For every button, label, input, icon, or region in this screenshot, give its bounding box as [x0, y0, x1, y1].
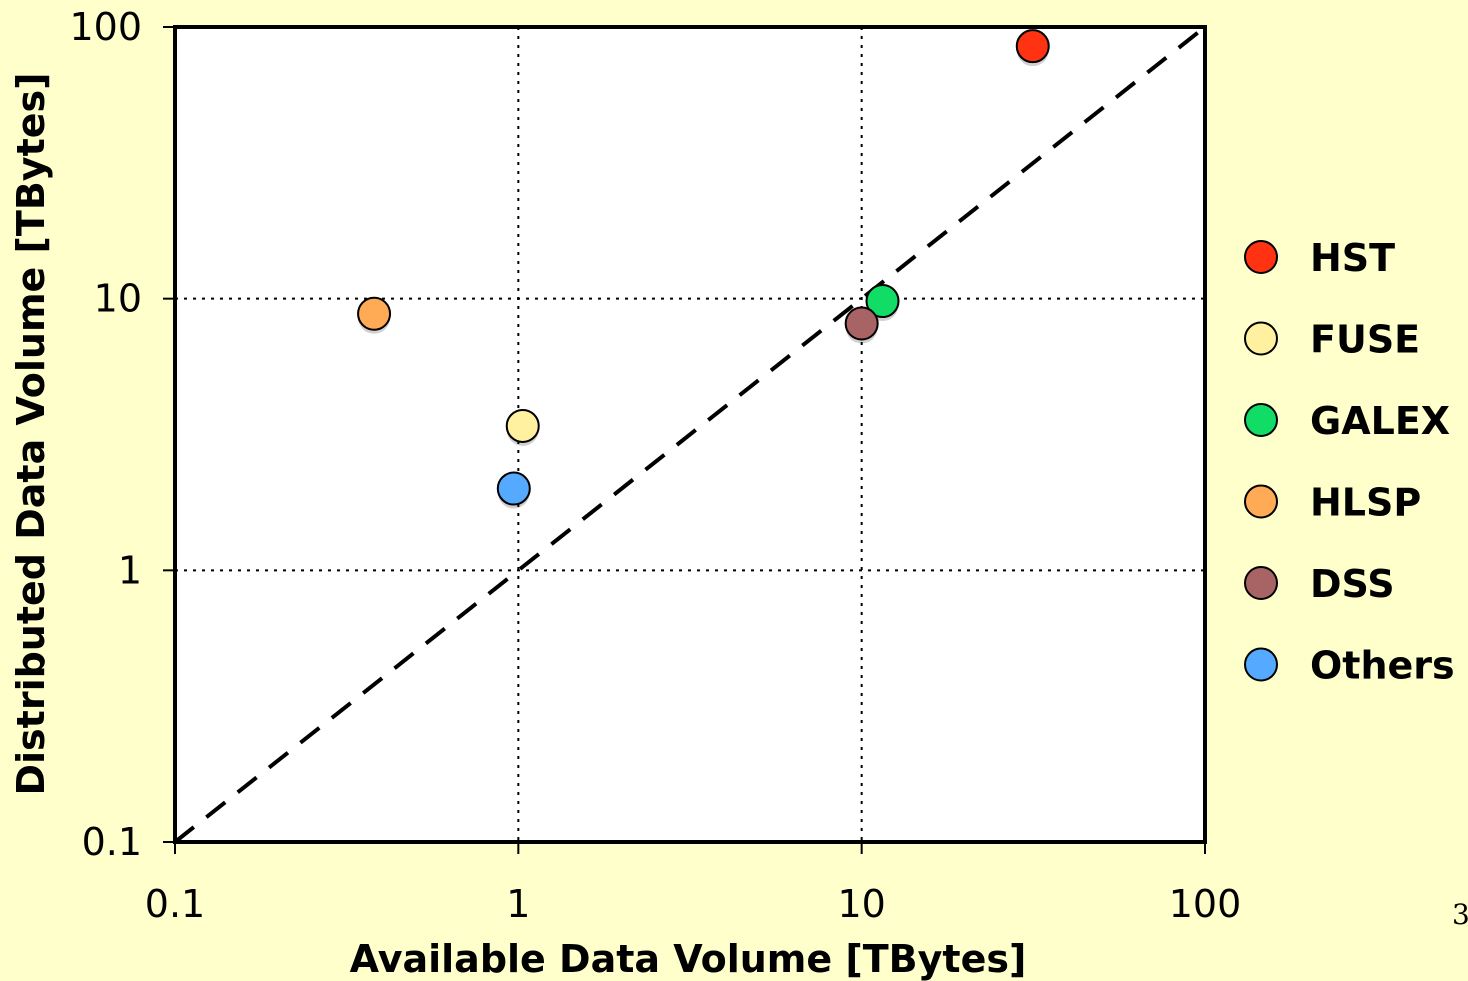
legend-marker-hst — [1244, 240, 1278, 274]
point-others-0 — [496, 471, 531, 506]
point-hlsp-0 — [357, 296, 392, 331]
legend-label-others: Others — [1310, 644, 1455, 688]
x-axis-title: Available Data Volume [TBytes] — [350, 937, 1027, 981]
x-tick-label-3: 100 — [1169, 882, 1242, 926]
legend-label-galex: GALEX — [1310, 399, 1450, 443]
legend-marker-dss — [1244, 566, 1278, 600]
legend-marker-galex — [1244, 403, 1278, 437]
legend-label-dss: DSS — [1310, 562, 1395, 606]
point-hst-0 — [1015, 29, 1050, 64]
point-dss-0 — [844, 306, 879, 341]
y-tick-label-0: 0.1 — [82, 820, 142, 864]
legend-marker-others — [1244, 647, 1278, 682]
y-tick-label-2: 10 — [94, 277, 142, 321]
diagonal-reference-line — [173, 25, 1207, 844]
y-axis-title: Distributed Data Volume [TBytes] — [9, 72, 53, 795]
y-tick-label-3: 100 — [69, 5, 142, 49]
legend: HST FUSE GALEX HLSP DSS Others — [1244, 236, 1455, 688]
legend-marker-hlsp — [1244, 484, 1278, 519]
x-tick-label-2: 10 — [837, 882, 885, 926]
legend-label-hlsp: HLSP — [1310, 481, 1421, 525]
x-tick-label-1: 1 — [506, 882, 530, 926]
point-galex-0 — [865, 284, 900, 319]
legend-label-hst: HST — [1310, 236, 1395, 280]
legend-label-fuse: FUSE — [1310, 318, 1420, 362]
axis-ticks: 0.1 1 10 100 0.1 1 10 100 — [69, 5, 1241, 926]
data-points — [357, 29, 1050, 509]
plot-frame — [173, 25, 1207, 844]
legend-marker-fuse — [1244, 321, 1278, 356]
x-tick-label-0: 0.1 — [145, 882, 205, 926]
y-tick-label-1: 1 — [118, 548, 142, 592]
point-fuse-0 — [505, 408, 540, 443]
page-number: 3 — [1452, 898, 1468, 931]
